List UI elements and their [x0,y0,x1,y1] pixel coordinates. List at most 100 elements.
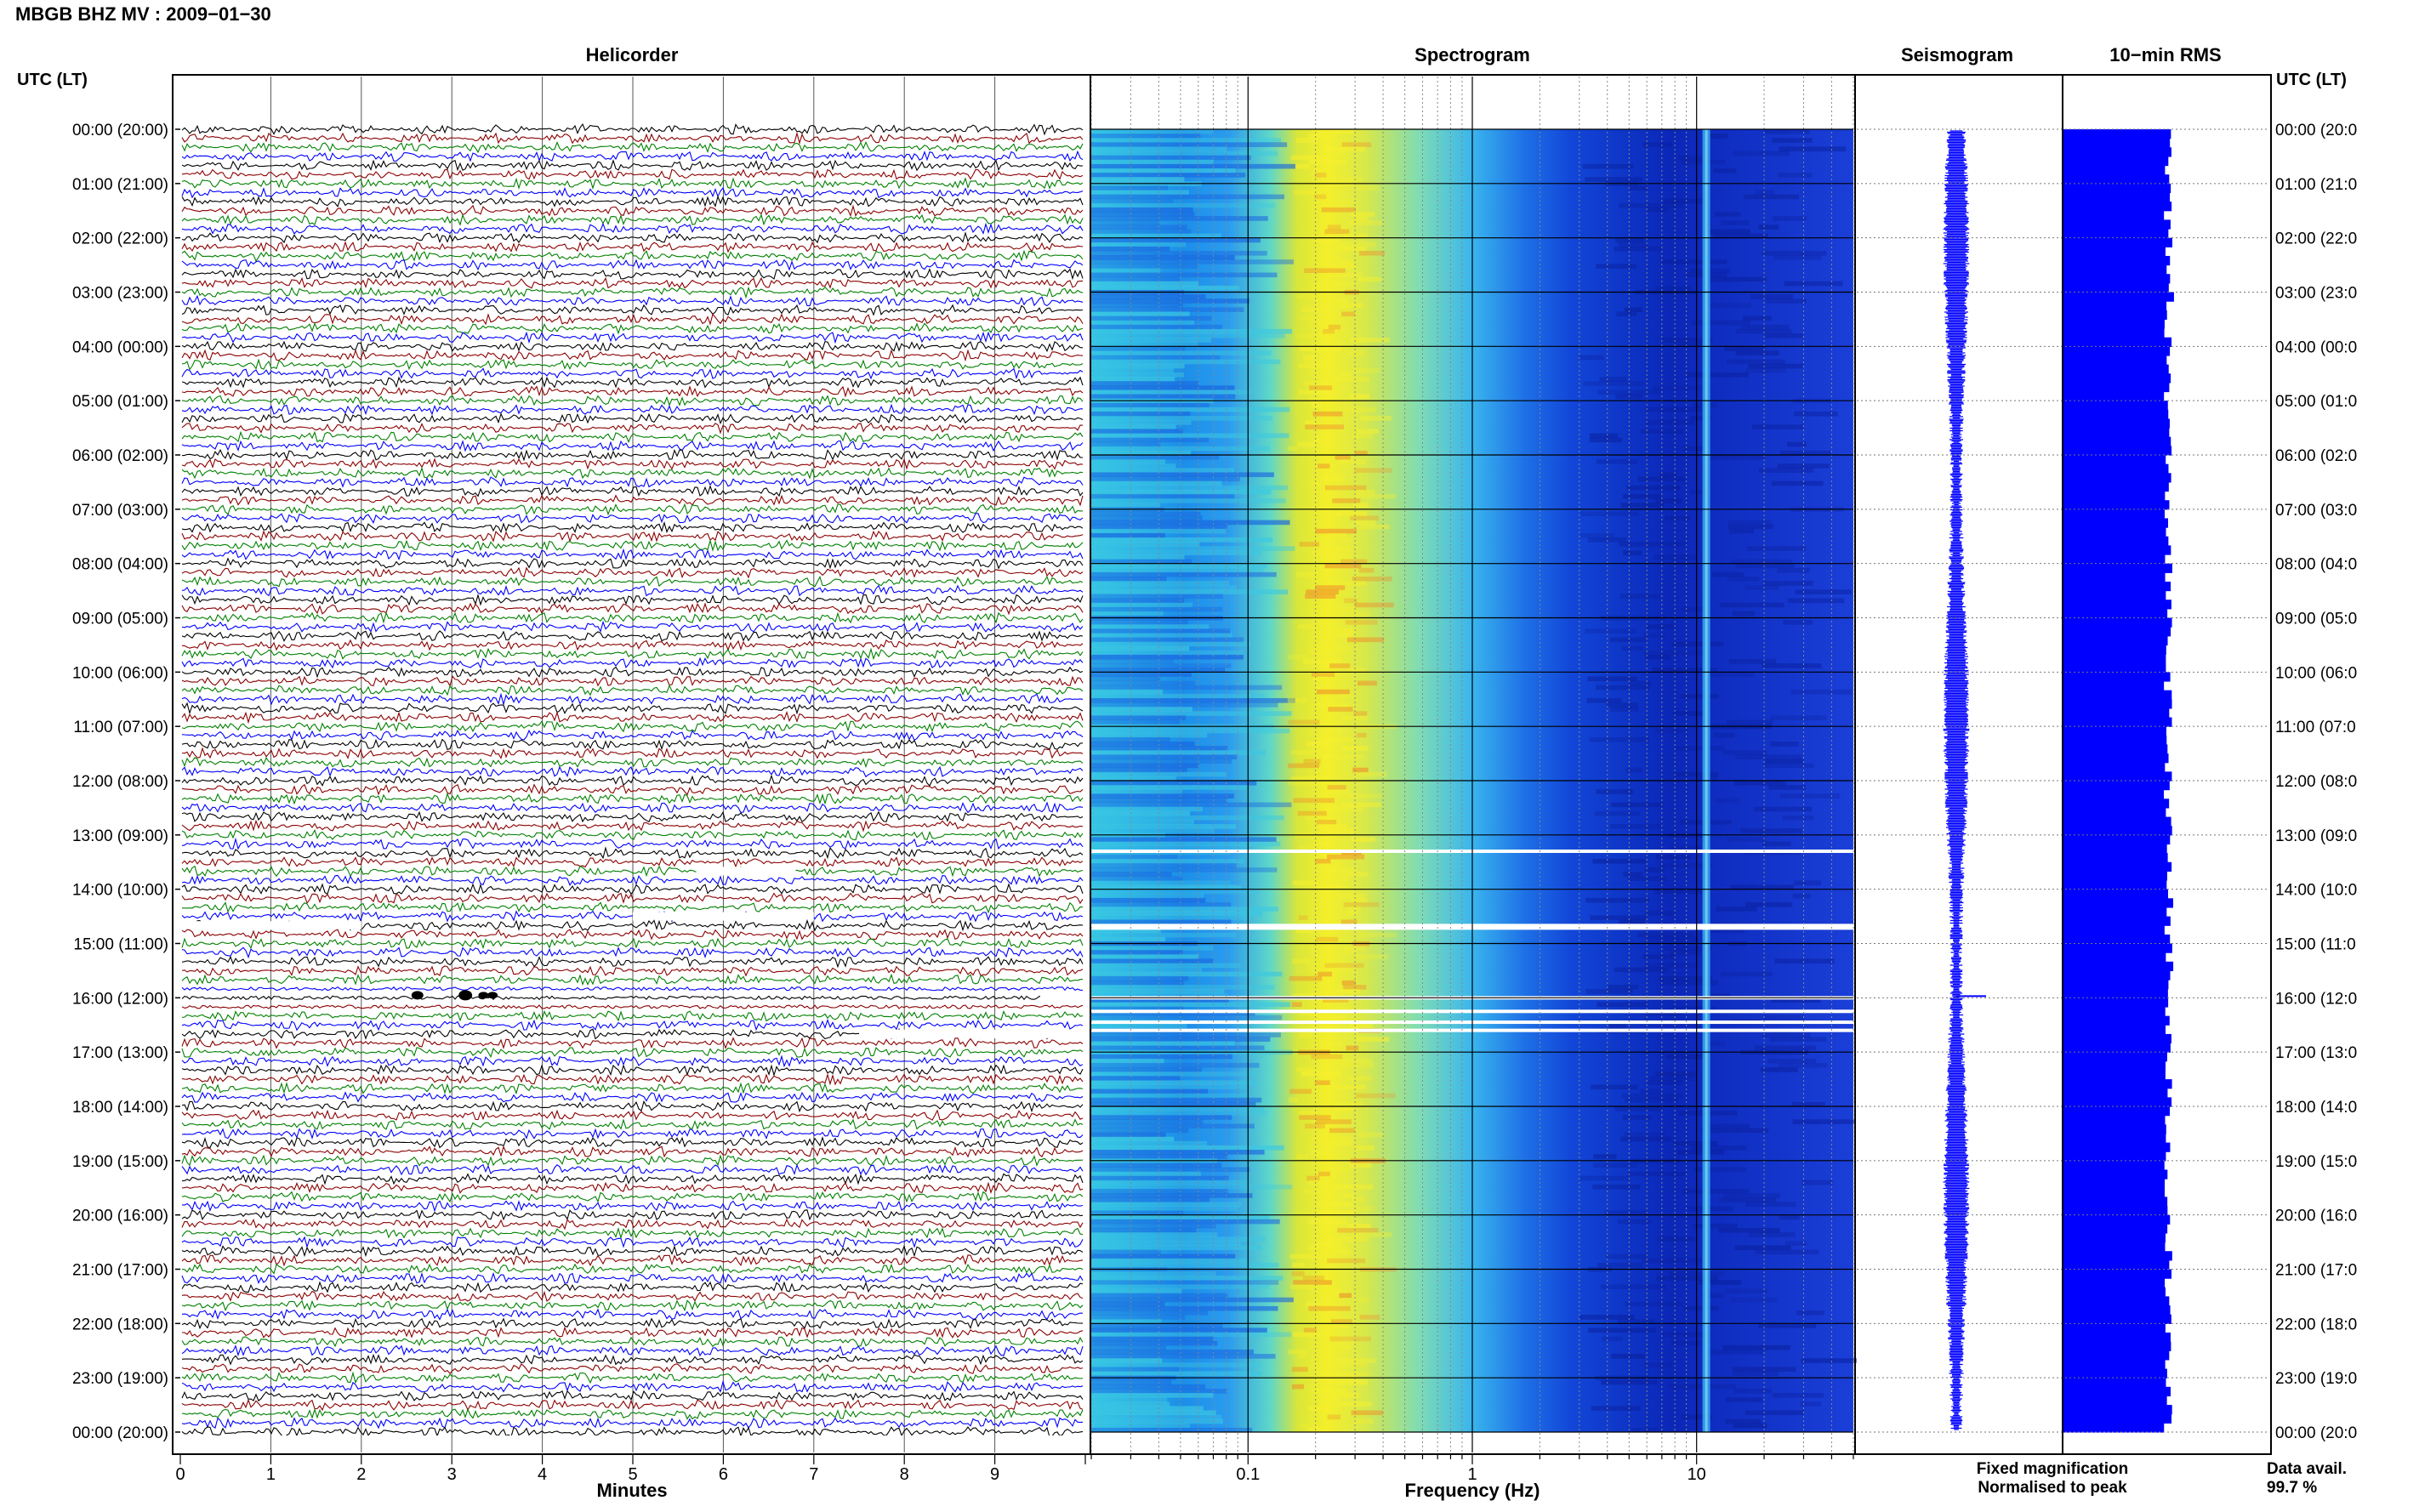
spectrogram-stripe [1623,1132,1665,1138]
helicorder-trace [181,710,1084,725]
spectrogram-stripe [1589,437,1623,443]
spectrogram-stripe [1580,511,1639,516]
spectrogram-stripe [1353,367,1380,373]
spectrogram-stripe [1091,1371,1262,1377]
rms-bar [2063,301,2167,311]
spectrogram-stripe [1329,342,1345,347]
spectrogram-stripe [1610,824,1662,829]
time-label-left: 08:00 (04:00) [72,556,168,574]
spectrogram-stripe [1688,1206,1733,1212]
spectrogram-stripe [1091,732,1208,738]
spectrogram-stripe [1312,676,1327,682]
spectrogram-stripe [1662,338,1712,343]
helicorder-trace [181,241,1084,253]
helicorder-trace [181,403,1083,416]
spectrogram-stripe [1348,1023,1374,1029]
spectrogram-stripe [1619,919,1646,925]
spectrogram-stripe [1663,198,1706,204]
spectrogram-stripe [1091,212,1195,217]
spectrogram-stripe [1295,1154,1308,1159]
time-label-right: 20:00 (16:0 [2275,1208,2357,1225]
spectrogram-stripe [1305,815,1340,821]
spectrogram-stripe [1607,985,1638,990]
spectrogram-stripe [1357,1037,1390,1042]
time-label-right: 08:00 (04:0 [2275,556,2357,574]
helicorder-title: Helicorder [586,44,679,65]
spectrogram-stripe [1091,602,1193,608]
helicorder-trace [181,213,1084,226]
spectrogram-stripe [1352,503,1369,508]
spectrogram-stripe [1091,659,1174,664]
spectrogram-stripe [1627,1171,1686,1177]
spectrogram-stripe [1091,250,1267,256]
rms-bar [2063,680,2165,691]
helicorder-trace [181,1047,1084,1059]
spectrogram-stripe [1311,402,1323,408]
rms-bar [2063,952,2166,963]
spectrogram-stripe [1771,998,1821,1003]
seismogram-panel [1857,77,2061,1452]
spectrogram-stripe [1682,446,1703,452]
rms-bar [2063,473,2171,483]
spectrogram-stripe [1649,1076,1695,1081]
spectrogram-stripe [1359,524,1390,530]
helicorder-trace [181,249,1084,262]
helicorder-gap [180,921,361,930]
spectrogram-stripe [1663,946,1712,951]
spectrogram-stripe [1311,1136,1352,1142]
spectrogram-stripe [1329,472,1346,478]
spectrogram-stripe [1091,989,1225,994]
spectrogram-stripe [1291,1271,1305,1276]
spectrogram-stripe [1329,546,1352,551]
rms-bar [2063,834,2171,845]
spectrogram-stripe [1091,963,1241,969]
time-label-left: 18:00 (14:00) [72,1099,168,1117]
spectrogram-stripe [1712,233,1768,239]
spectrogram-stripe [1319,863,1343,868]
spectrogram-stripe [1620,503,1665,508]
helicorder-x-axis: 0 1 2 3 4 5 6 7 8 9 [175,1454,1086,1484]
spectrogram-stripe [1091,1150,1265,1155]
spectrogram-stripe [1091,1037,1271,1042]
spectrogram-stripe [1732,611,1755,617]
spectrogram-stripe [1669,950,1701,955]
spectrogram-stripe [1351,1410,1384,1416]
rms-bar [2063,980,2169,990]
rms-bar [2063,509,2166,520]
helicorder-trace [181,955,1084,969]
spectrogram-stripe [1652,668,1718,673]
spectrogram-stripe [1611,802,1664,808]
rms-title: 10−min RMS [2109,44,2221,65]
spectrogram-stripe [1329,1128,1355,1134]
spectrogram-stripe [1701,1293,1724,1299]
spectrogram-stripe [1297,624,1314,629]
spectrogram-stripe [1765,759,1804,765]
spectrogram-stripe [1625,1097,1678,1103]
rms-bar [2063,192,2171,202]
rms-bar [2063,753,2169,764]
spectrogram-stripe [1091,194,1285,200]
spectrogram-stripe [1091,1084,1246,1090]
rms-bar [2063,491,2166,501]
spectrogram-stripe [1660,980,1718,986]
spectrogram-stripe [1610,707,1639,712]
rms-bar [2063,409,2169,420]
spectrogram-stripe [1091,1006,1184,1012]
spectrogram-stripe [1794,411,1838,417]
spectrogram-stripe [1701,1041,1725,1047]
helicorder-trace [181,494,1084,507]
spectrogram-stripe [1305,594,1336,600]
spectrogram-stripe [1091,620,1188,625]
spectrogram-stripe [1339,459,1366,464]
data-avail-value: 99.7 % [2267,1479,2317,1497]
spectrogram-stripe [1091,1193,1253,1198]
helicorder-trace [181,1072,1084,1086]
spectrogram-stripe [1091,511,1201,516]
spectrogram-stripe [1626,485,1681,491]
spectrogram-stripe [1659,975,1713,981]
spectrogram-stripe [1329,1336,1371,1342]
spectrogram-stripe [1347,637,1385,643]
spectrogram-stripe [1293,993,1318,998]
rms-bar [2063,382,2170,393]
rms-bars [2063,129,2174,1433]
